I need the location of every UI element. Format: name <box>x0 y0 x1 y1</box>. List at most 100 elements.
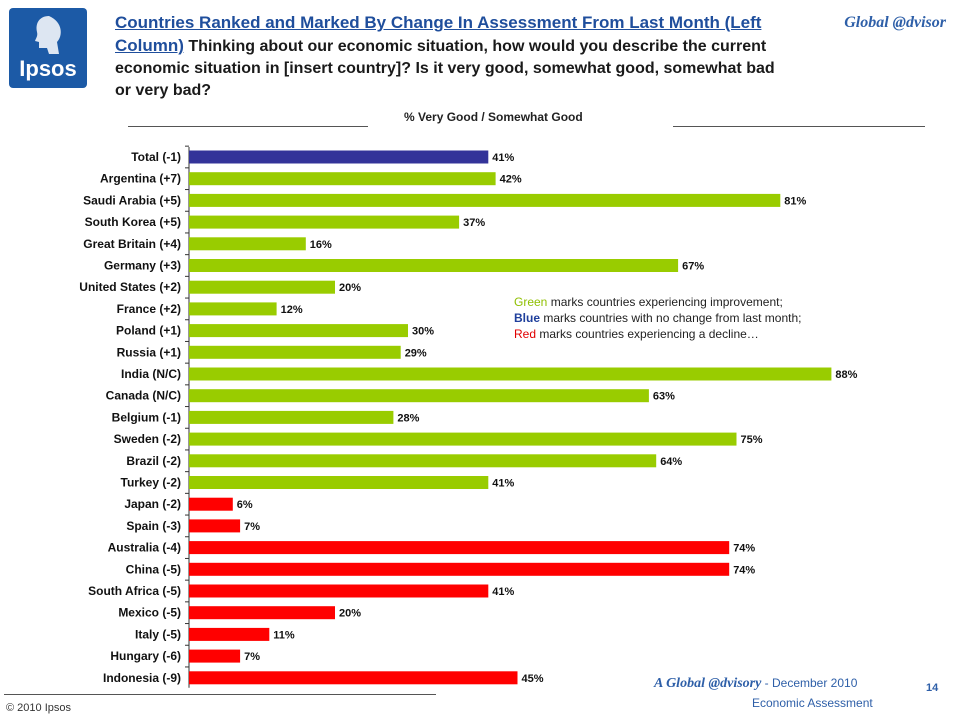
bar <box>189 324 408 338</box>
value-label: 16% <box>310 239 332 251</box>
divider-left <box>128 126 368 127</box>
category-label: Brazil (-2) <box>126 454 181 468</box>
value-label: 63% <box>653 391 675 403</box>
copyright: © 2010 Ipsos <box>6 702 71 714</box>
value-label: 88% <box>835 369 857 381</box>
value-label: 28% <box>397 412 419 424</box>
value-label: 41% <box>492 152 514 164</box>
value-label: 64% <box>660 456 682 468</box>
bar <box>189 476 489 489</box>
page-title: Countries Ranked and Marked By Change In… <box>115 12 780 102</box>
bar <box>189 367 832 381</box>
footer-brand: A Global @dvisory - December 2010 <box>654 676 857 692</box>
value-label: 20% <box>339 608 361 620</box>
legend-blue-text: marks countries with no change from last… <box>540 311 802 325</box>
footer-brand-name: A Global @dvisory <box>654 676 762 691</box>
value-label: 7% <box>244 521 260 533</box>
category-label: South Africa (-5) <box>88 584 181 598</box>
legend-red-text: marks countries experiencing a decline… <box>536 327 759 341</box>
bar <box>189 215 460 229</box>
head-silhouette-icon <box>35 16 61 54</box>
category-label: China (-5) <box>126 562 181 576</box>
logo-text: Ipsos <box>19 56 77 81</box>
value-label: 75% <box>741 434 763 446</box>
bar <box>189 541 730 555</box>
footer-divider <box>4 694 436 695</box>
bar <box>189 519 241 533</box>
category-label: Germany (+3) <box>104 259 181 273</box>
bar <box>189 627 270 641</box>
ipsos-logo: Ipsos <box>9 8 87 88</box>
chart-legend: Green marks countries experiencing impro… <box>514 294 801 342</box>
category-label: Turkey (-2) <box>121 476 181 490</box>
bar <box>189 497 233 511</box>
bar <box>189 345 401 359</box>
value-label: 20% <box>339 282 361 294</box>
bar <box>189 410 394 424</box>
footer-subtitle: Economic Assessment <box>752 696 873 710</box>
value-label: 81% <box>784 195 806 207</box>
bar <box>189 671 518 685</box>
value-label: 42% <box>500 174 522 186</box>
bar <box>189 302 277 316</box>
category-label: Total (-1) <box>131 150 181 164</box>
value-label: 41% <box>492 586 514 598</box>
category-label: Poland (+1) <box>116 324 181 338</box>
category-label: Australia (-4) <box>108 541 181 555</box>
value-label: 37% <box>463 217 485 229</box>
category-label: South Korea (+5) <box>85 215 181 229</box>
bar <box>189 606 335 620</box>
bar <box>189 389 649 403</box>
value-label: 41% <box>492 478 514 490</box>
value-label: 12% <box>281 304 303 316</box>
legend-line-green: Green marks countries experiencing impro… <box>514 294 801 310</box>
legend-green-text: marks countries experiencing improvement… <box>547 295 783 309</box>
category-label: Russia (+1) <box>117 345 181 359</box>
bar <box>189 454 657 468</box>
category-label: Belgium (-1) <box>112 410 181 424</box>
value-label: 6% <box>237 499 253 511</box>
title-main: Countries Ranked and Marked By Change In… <box>115 13 762 55</box>
bar <box>189 562 730 576</box>
value-label: 74% <box>733 564 755 576</box>
bar <box>189 584 489 598</box>
legend-green-word: Green <box>514 295 548 309</box>
category-label: Hungary (-6) <box>110 649 181 663</box>
bar <box>189 259 679 272</box>
category-label: Japan (-2) <box>124 497 181 511</box>
category-label: Great Britain (+4) <box>83 237 181 251</box>
divider-right <box>673 126 925 127</box>
bar <box>189 649 241 663</box>
category-label: Spain (-3) <box>126 519 181 533</box>
bar <box>189 150 489 164</box>
category-label: Sweden (-2) <box>114 432 181 446</box>
chart-title: % Very Good / Somewhat Good <box>404 110 583 124</box>
value-label: 29% <box>405 347 427 359</box>
bar-chart: Total (-1) 41% Argentina (+7) 42% Saudi Arab… <box>79 145 858 688</box>
legend-red-word: Red <box>514 327 537 341</box>
category-label: Canada (N/C) <box>106 389 181 403</box>
category-label: France (+2) <box>117 302 181 316</box>
legend-line-red: Red marks countries experiencing a decli… <box>514 326 801 342</box>
category-label: Argentina (+7) <box>100 172 181 186</box>
value-label: 67% <box>682 261 704 273</box>
bar <box>189 237 306 251</box>
footer-date: - December 2010 <box>761 676 858 690</box>
value-label: 11% <box>273 629 295 641</box>
value-label: 45% <box>522 673 544 685</box>
category-label: Indonesia (-9) <box>103 671 181 685</box>
page-number: 14 <box>926 682 939 694</box>
bar <box>189 432 737 446</box>
bar <box>189 172 496 186</box>
category-label: Mexico (-5) <box>118 606 181 620</box>
category-label: United States (+2) <box>79 280 181 294</box>
category-label: Italy (-5) <box>135 627 181 641</box>
legend-line-blue: Blue marks countries with no change from… <box>514 310 801 326</box>
legend-blue-word: Blue <box>514 311 541 325</box>
bar <box>189 193 781 207</box>
brand-label: Global @dvisor <box>844 14 946 31</box>
title-question: Thinking about our economic situation, h… <box>115 38 775 99</box>
bar <box>189 280 335 294</box>
category-label: India (N/C) <box>121 367 181 381</box>
value-label: 30% <box>412 326 434 338</box>
